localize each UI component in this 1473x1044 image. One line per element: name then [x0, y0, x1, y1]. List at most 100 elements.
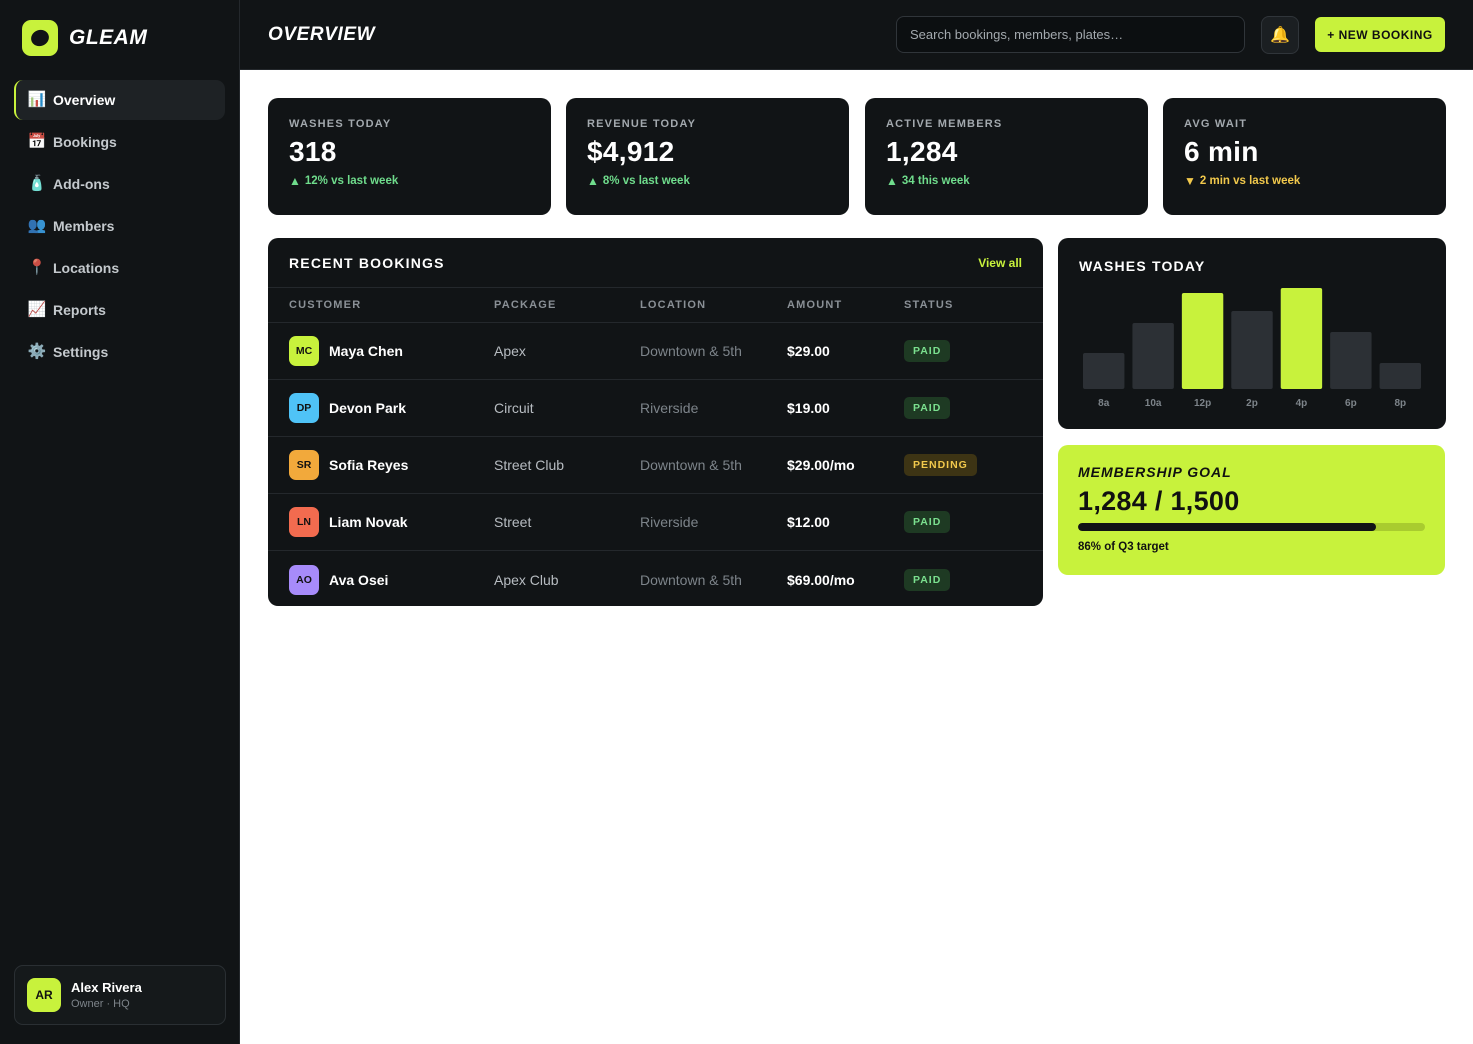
table-body: MC Maya Chen Apex Downtown & 5th $29.00 PAID D… — [268, 323, 1043, 606]
topbar: OVERVIEW 🔔 + NEW BOOKING — [240, 0, 1473, 70]
customer-name: Ava Osei — [329, 571, 389, 588]
washes-chart-panel: 8a 10a 12p 2p 4p 6p 8p WASHES TODAY — [1058, 238, 1446, 429]
avatar: SR — [289, 450, 319, 480]
arrow-up-icon: ▲ — [587, 174, 599, 188]
column-header[interactable]: LOCATION — [640, 299, 707, 311]
sidebar-item-members[interactable]: 👥 Members — [14, 206, 225, 246]
package-cell: Street Club — [494, 457, 565, 473]
stat-card-washes: WASHES TODAY 318 ▲ 12% vs last week — [268, 98, 551, 215]
sidebar-item-label: Add-ons — [53, 176, 110, 192]
arrow-up-icon: ▲ — [886, 174, 898, 188]
bell-icon: 🔔 — [1270, 27, 1290, 44]
stat-card-members: ACTIVE MEMBERS 1,284 ▲ 34 this week — [865, 98, 1148, 215]
table-row[interactable]: MC Maya Chen Apex Downtown & 5th $29.00 PAID — [268, 323, 1043, 380]
washes-bar-chart: 8a 10a 12p 2p 4p 6p 8p — [1083, 288, 1421, 409]
customer-name: Maya Chen — [329, 343, 403, 359]
amount-cell: $69.00/mo — [787, 571, 855, 588]
x-tick-label: 2p — [1246, 398, 1258, 409]
location-cell: Riverside — [640, 514, 699, 530]
sidebar-item-overview[interactable]: 📊 Overview — [14, 80, 225, 120]
sidebar-item-label: Settings — [53, 344, 109, 360]
sidebar-item-label: Members — [53, 218, 115, 234]
stat-delta-text: 2 min vs last week — [1199, 175, 1301, 187]
column-header[interactable]: CUSTOMER — [289, 299, 362, 311]
table-header: CUSTOMER PACKAGE LOCATION AMOUNT STATUS — [268, 288, 1043, 323]
status-cell: PENDING — [904, 454, 1043, 476]
status-badge: PENDING — [904, 454, 977, 476]
stat-label: WASHES TODAY — [289, 118, 392, 130]
sidebar-item-locations[interactable]: 📍 Locations — [14, 248, 225, 288]
new-booking-button[interactable]: + NEW BOOKING — [1315, 17, 1445, 52]
stat-label: REVENUE TODAY — [587, 118, 697, 130]
stat-label: AVG WAIT — [1184, 118, 1248, 130]
view-all-link[interactable]: View all — [978, 255, 1022, 270]
notifications-button[interactable]: 🔔 — [1261, 16, 1299, 54]
bar-8p[interactable] — [1379, 363, 1421, 389]
sidebar-item-add-ons[interactable]: 🧴 Add-ons — [14, 164, 225, 204]
stat-value: $4,912 — [587, 136, 675, 167]
table-row[interactable]: LN Liam Novak Street Riverside $12.00 PAID — [268, 494, 1043, 551]
user-role: Owner · HQ — [71, 998, 130, 1010]
goal-title: MEMBERSHIP GOAL — [1078, 464, 1232, 480]
stat-delta: ▲ 8% vs last week — [587, 174, 829, 188]
goal-progress-fill — [1078, 523, 1377, 531]
bar-10a[interactable] — [1132, 323, 1174, 389]
location-cell: Downtown & 5th — [640, 457, 742, 473]
goal-note: 86% of Q3 target — [1078, 541, 1169, 553]
gear-icon: ⚙️ — [27, 343, 47, 360]
membership-goal-card: MEMBERSHIP GOAL 1,284 / 1,500 86% of Q3 … — [1058, 445, 1445, 575]
x-tick-label: 8p — [1394, 398, 1406, 409]
search-input[interactable] — [896, 16, 1245, 53]
amount-cell: $19.00 — [787, 400, 830, 416]
stat-value: 6 min — [1184, 136, 1259, 167]
table-row[interactable]: AO Ava Osei Apex Club Downtown & 5th $69.00/… — [268, 551, 1043, 606]
bar-2p[interactable] — [1231, 311, 1273, 389]
customer-name: Sofia Reyes — [329, 457, 409, 473]
x-tick-label: 8a — [1098, 398, 1110, 409]
x-tick-label: 10a — [1145, 398, 1162, 409]
avatar: DP — [289, 393, 319, 423]
bar-4p[interactable] — [1280, 288, 1323, 389]
bar-chart-icon: 📊 — [27, 91, 47, 108]
bar-6p[interactable] — [1330, 332, 1372, 389]
sidebar-item-label: Overview — [53, 92, 116, 108]
bar-8a[interactable] — [1083, 353, 1125, 389]
recent-bookings-panel: RECENT BOOKINGS View all CUSTOMER PACKAG… — [268, 238, 1043, 606]
brand[interactable]: GLEAM — [22, 20, 147, 56]
customer-cell: DP Devon Park — [268, 393, 494, 423]
user-card[interactable]: AR Alex Rivera Owner · HQ — [14, 965, 226, 1025]
customer-cell: SR Sofia Reyes — [268, 450, 494, 480]
column-header[interactable]: STATUS — [904, 299, 954, 311]
sidebar-item-settings[interactable]: ⚙️ Settings — [14, 332, 225, 372]
table-row[interactable]: SR Sofia Reyes Street Club Downtown & 5th $2… — [268, 437, 1043, 494]
brand-name: GLEAM — [69, 26, 148, 49]
column-header[interactable]: PACKAGE — [494, 299, 557, 311]
x-tick-label: 12p — [1194, 398, 1211, 409]
sidebar-item-bookings[interactable]: 📅 Bookings — [14, 122, 225, 162]
status-badge: PAID — [904, 511, 951, 533]
status-badge: PAID — [904, 397, 951, 419]
customer-name: Devon Park — [329, 400, 407, 416]
trend-chart-icon: 📈 — [27, 301, 47, 318]
column-header[interactable]: AMOUNT — [787, 299, 843, 311]
calendar-icon: 📅 — [27, 133, 47, 150]
status-badge: PAID — [904, 568, 951, 591]
customer-cell: AO Ava Osei — [268, 564, 494, 595]
x-tick-label: 4p — [1296, 398, 1308, 409]
table-row[interactable]: DP Devon Park Circuit Riverside $19.00 PAID — [268, 380, 1043, 437]
location-cell: Riverside — [640, 400, 699, 416]
user-info: Alex Rivera Owner · HQ — [71, 980, 142, 1010]
avatar: LN — [289, 507, 319, 537]
stat-delta-text: 8% vs last week — [602, 175, 690, 187]
arrow-down-icon: ▼ — [1184, 174, 1196, 188]
sidebar-item-label: Bookings — [53, 134, 117, 150]
sidebar: GLEAM 📊 Overview 📅 Bookings 🧴 Add-ons 👥 Members… — [0, 0, 240, 1044]
spray-bottle-icon: 🧴 — [27, 175, 47, 192]
user-name: Alex Rivera — [71, 980, 142, 995]
sidebar-item-reports[interactable]: 📈 Reports — [14, 290, 225, 330]
stat-delta-text: 12% vs last week — [304, 175, 399, 187]
goal-progress-bar — [1078, 523, 1425, 531]
panel-title: RECENT BOOKINGS — [289, 254, 445, 271]
bar-12p[interactable] — [1181, 293, 1224, 389]
user-avatar: AR — [27, 978, 61, 1012]
